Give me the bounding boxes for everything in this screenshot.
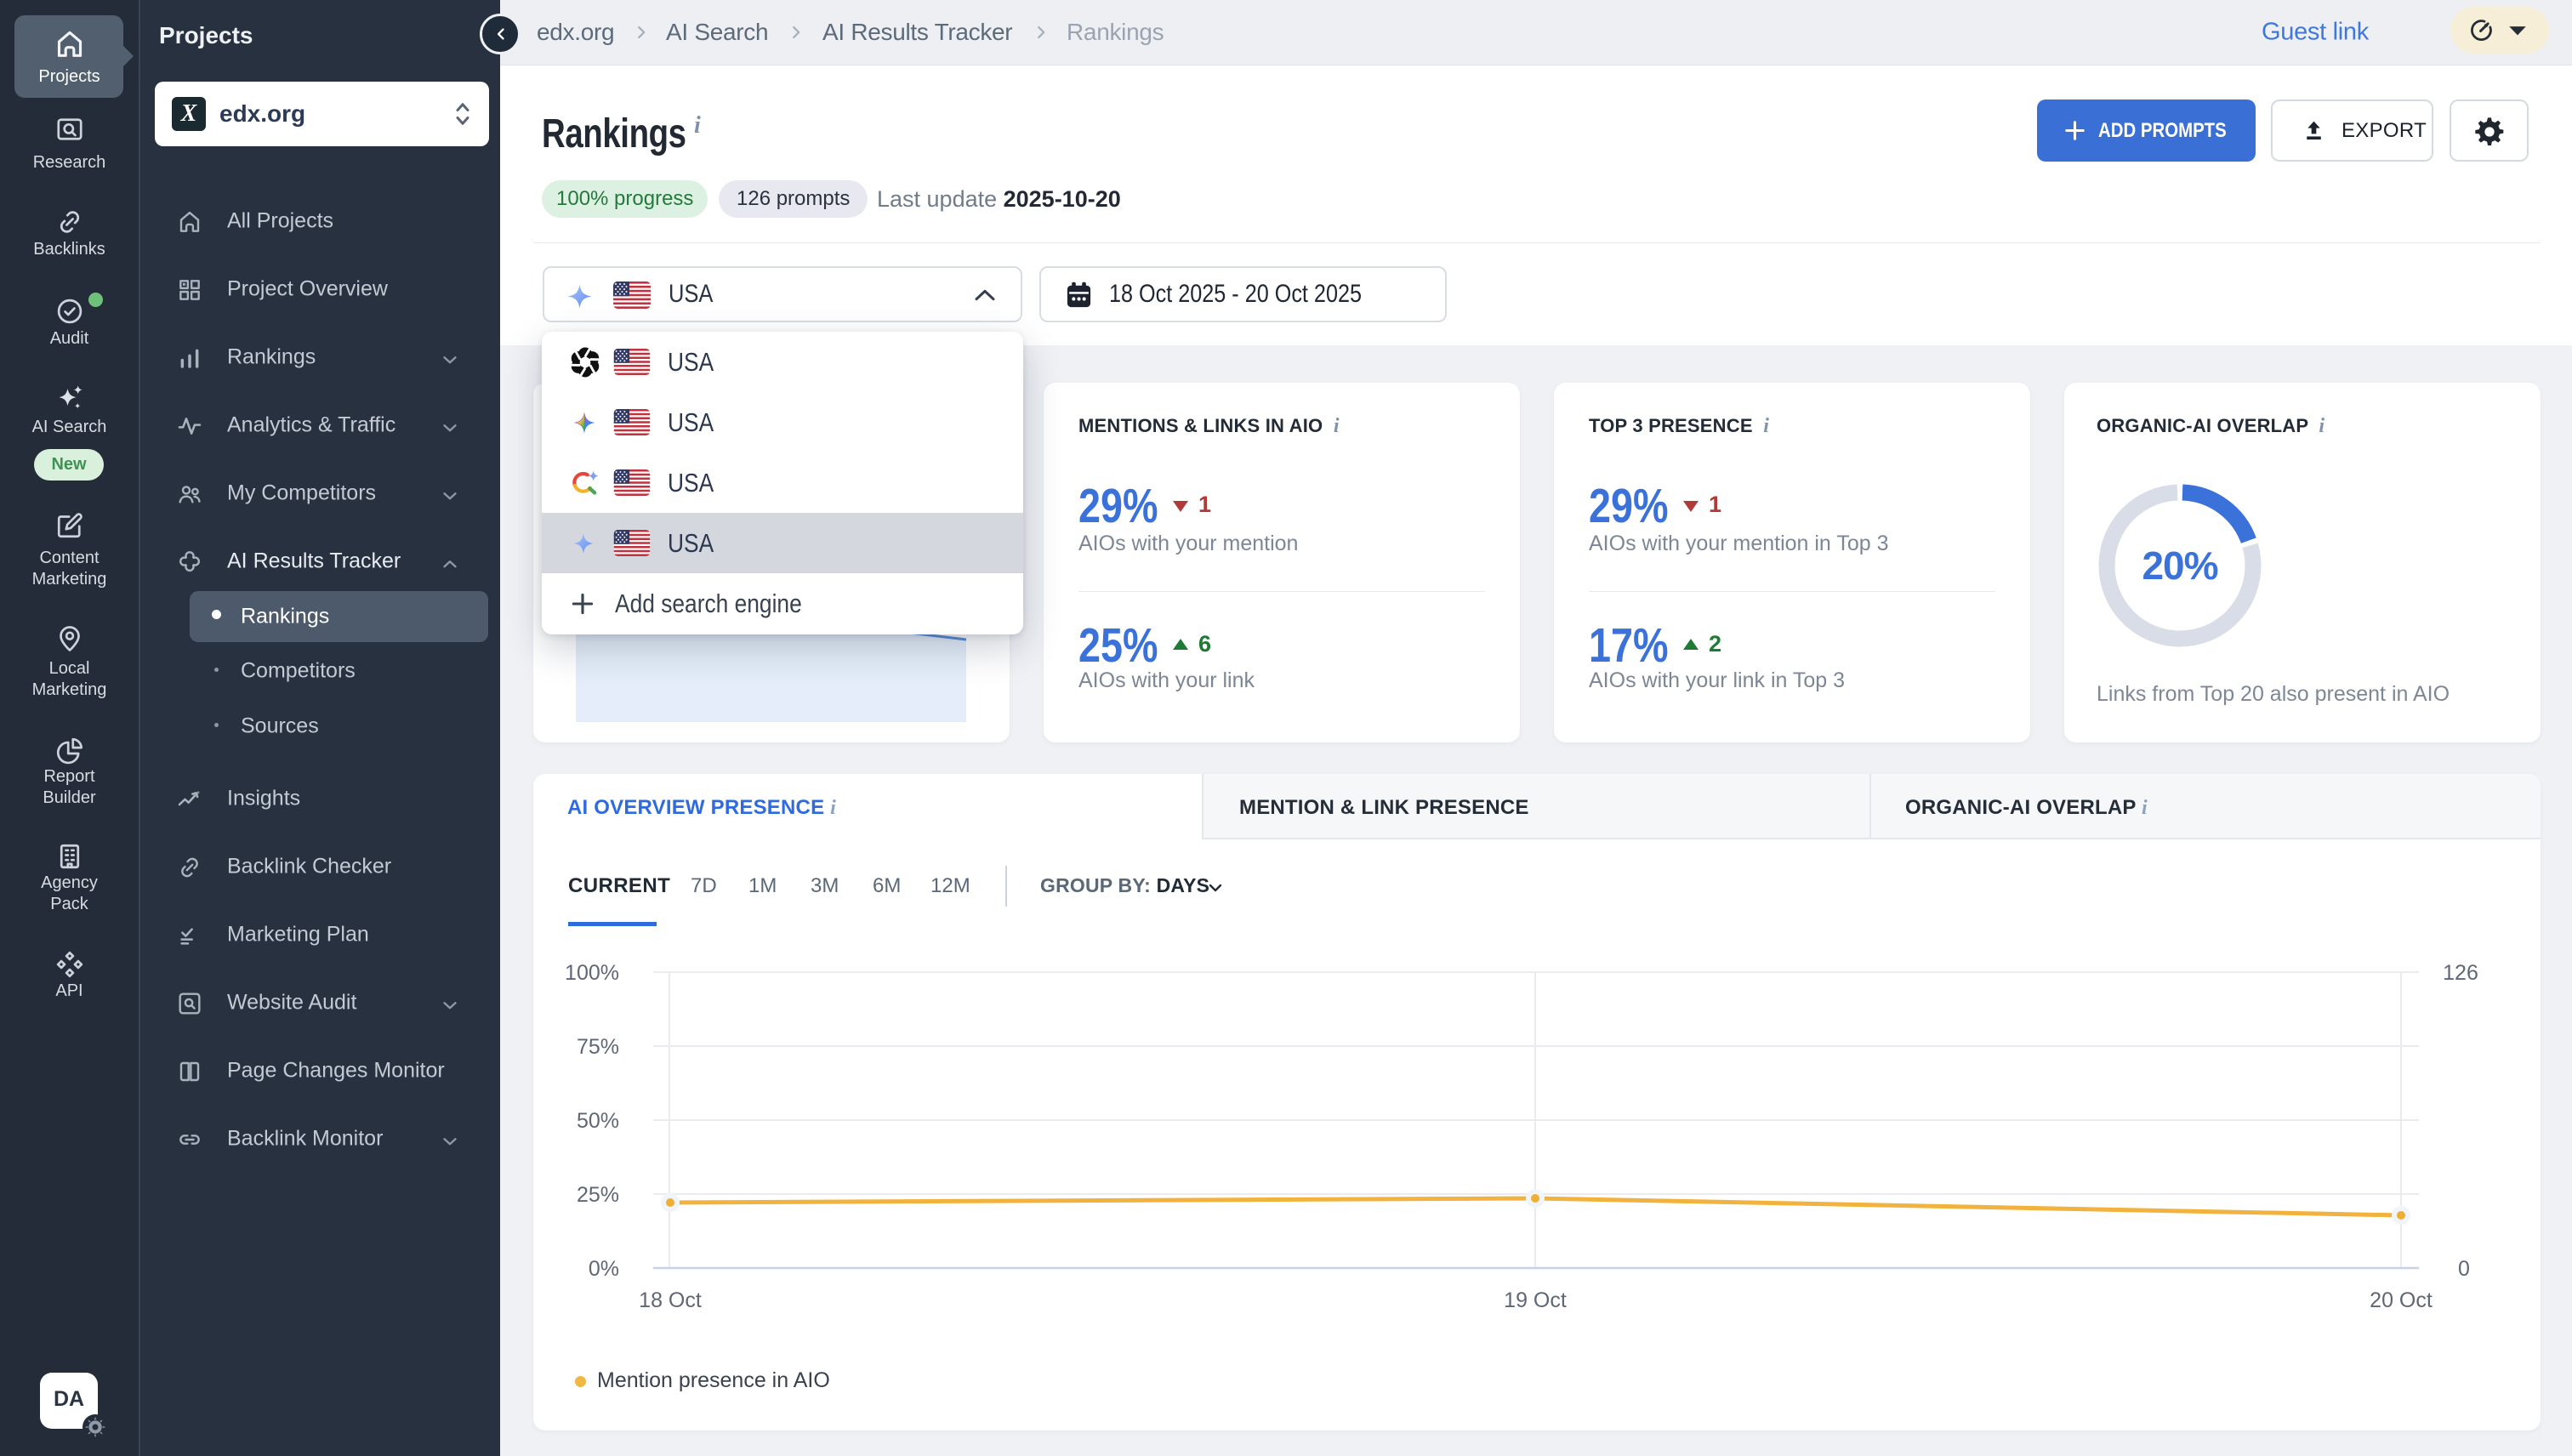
svg-text:75%: 75% (577, 1035, 619, 1059)
svg-text:0: 0 (2458, 1257, 2470, 1281)
svg-text:19 Oct: 19 Oct (1504, 1288, 1567, 1312)
svg-text:100%: 100% (565, 961, 619, 985)
svg-text:20%: 20% (2142, 543, 2217, 588)
svg-text:50%: 50% (577, 1109, 619, 1133)
svg-text:18 Oct: 18 Oct (639, 1288, 702, 1312)
svg-text:20 Oct: 20 Oct (2370, 1288, 2433, 1312)
svg-text:126: 126 (2443, 961, 2478, 985)
svg-text:0%: 0% (589, 1257, 619, 1281)
svg-text:25%: 25% (577, 1183, 619, 1207)
